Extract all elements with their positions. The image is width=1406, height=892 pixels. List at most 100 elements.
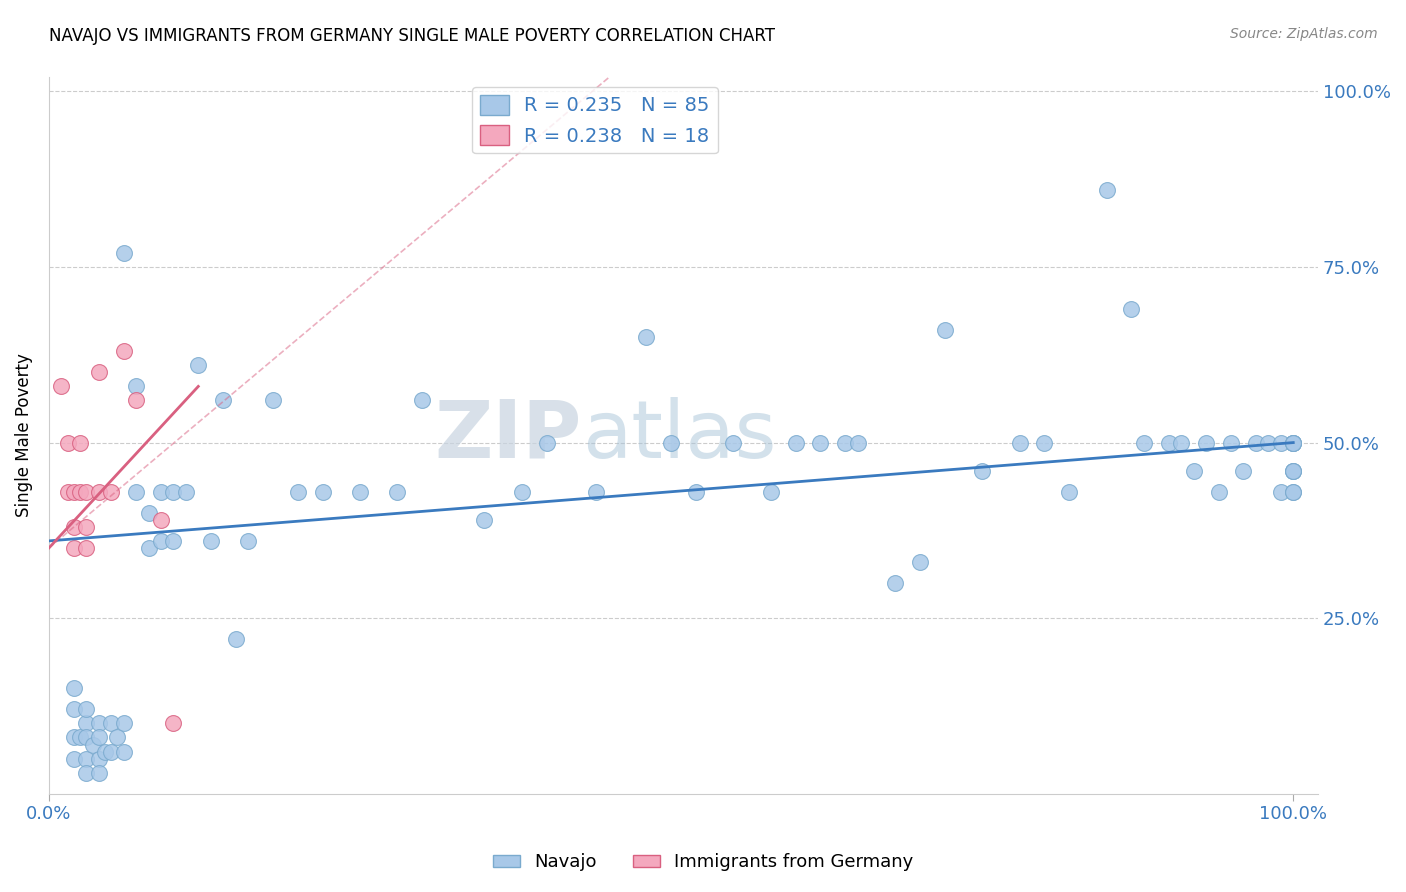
Point	[112, 246, 135, 260]
Point	[312, 484, 335, 499]
Point	[1170, 435, 1192, 450]
Point	[685, 484, 707, 499]
Point	[1208, 484, 1230, 499]
Point	[212, 393, 235, 408]
Point	[262, 393, 284, 408]
Point	[87, 765, 110, 780]
Point	[1282, 484, 1305, 499]
Point	[69, 731, 91, 745]
Point	[1232, 464, 1254, 478]
Point	[1244, 435, 1267, 450]
Point	[63, 702, 86, 716]
Point	[75, 716, 97, 731]
Point	[759, 484, 782, 499]
Point	[75, 751, 97, 765]
Point	[149, 513, 172, 527]
Point	[1121, 302, 1143, 317]
Point	[908, 555, 931, 569]
Point	[162, 484, 184, 499]
Point	[56, 435, 79, 450]
Point	[82, 738, 104, 752]
Point	[75, 702, 97, 716]
Point	[1270, 435, 1292, 450]
Point	[834, 435, 856, 450]
Point	[112, 344, 135, 359]
Point	[1282, 435, 1305, 450]
Point	[1282, 435, 1305, 450]
Point	[107, 731, 129, 745]
Point	[1282, 464, 1305, 478]
Point	[75, 765, 97, 780]
Point	[87, 716, 110, 731]
Point	[125, 393, 148, 408]
Point	[75, 484, 97, 499]
Text: ZIP: ZIP	[434, 397, 582, 475]
Point	[785, 435, 807, 450]
Point	[585, 484, 607, 499]
Point	[810, 435, 832, 450]
Point	[236, 533, 259, 548]
Point	[63, 751, 86, 765]
Point	[87, 731, 110, 745]
Point	[75, 541, 97, 555]
Point	[125, 484, 148, 499]
Point	[287, 484, 309, 499]
Point	[510, 484, 533, 499]
Point	[69, 484, 91, 499]
Point	[63, 520, 86, 534]
Text: Source: ZipAtlas.com: Source: ZipAtlas.com	[1230, 27, 1378, 41]
Point	[387, 484, 409, 499]
Point	[1133, 435, 1156, 450]
Point	[1059, 484, 1081, 499]
Point	[100, 484, 122, 499]
Point	[138, 506, 160, 520]
Point	[138, 541, 160, 555]
Point	[934, 323, 956, 337]
Point	[112, 745, 135, 759]
Point	[1282, 435, 1305, 450]
Point	[69, 435, 91, 450]
Legend: Navajo, Immigrants from Germany: Navajo, Immigrants from Germany	[485, 847, 921, 879]
Point	[187, 359, 209, 373]
Point	[75, 731, 97, 745]
Point	[1282, 464, 1305, 478]
Point	[1008, 435, 1031, 450]
Point	[100, 745, 122, 759]
Point	[87, 751, 110, 765]
Point	[75, 520, 97, 534]
Point	[63, 541, 86, 555]
Point	[1095, 183, 1118, 197]
Point	[149, 484, 172, 499]
Point	[63, 484, 86, 499]
Point	[659, 435, 682, 450]
Point	[723, 435, 745, 450]
Point	[162, 716, 184, 731]
Point	[51, 379, 73, 393]
Point	[1033, 435, 1056, 450]
Point	[474, 513, 496, 527]
Point	[100, 716, 122, 731]
Point	[225, 632, 247, 647]
Point	[1182, 464, 1205, 478]
Point	[174, 484, 197, 499]
Point	[884, 576, 907, 591]
Point	[112, 716, 135, 731]
Text: NAVAJO VS IMMIGRANTS FROM GERMANY SINGLE MALE POVERTY CORRELATION CHART: NAVAJO VS IMMIGRANTS FROM GERMANY SINGLE…	[49, 27, 775, 45]
Point	[411, 393, 433, 408]
Point	[63, 681, 86, 696]
Point	[1270, 484, 1292, 499]
Y-axis label: Single Male Poverty: Single Male Poverty	[15, 353, 32, 517]
Point	[1257, 435, 1279, 450]
Point	[200, 533, 222, 548]
Point	[87, 484, 110, 499]
Point	[846, 435, 869, 450]
Legend: R = 0.235   N = 85, R = 0.238   N = 18: R = 0.235 N = 85, R = 0.238 N = 18	[472, 87, 717, 153]
Point	[1282, 464, 1305, 478]
Point	[149, 533, 172, 548]
Point	[125, 379, 148, 393]
Point	[1220, 435, 1243, 450]
Point	[1195, 435, 1218, 450]
Point	[536, 435, 558, 450]
Point	[636, 330, 658, 344]
Text: atlas: atlas	[582, 397, 776, 475]
